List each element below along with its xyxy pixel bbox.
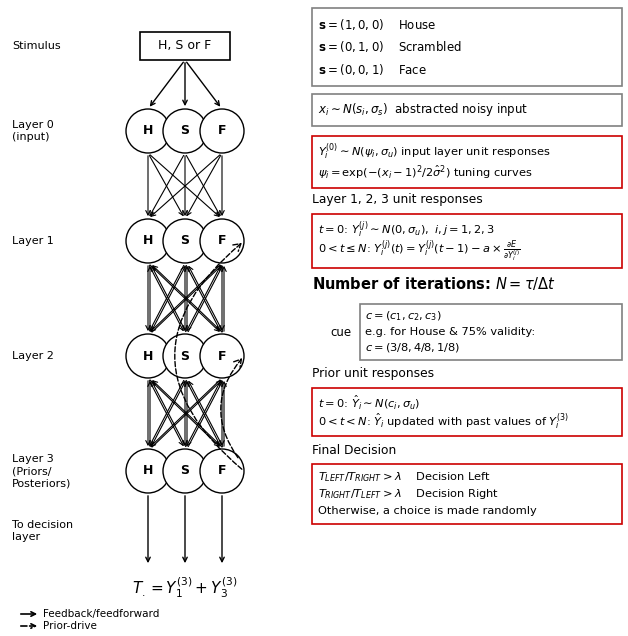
Text: $\mathbf{s} = (0,1,0)$    Scrambled: $\mathbf{s} = (0,1,0)$ Scrambled <box>318 39 462 55</box>
Text: Otherwise, a choice is made randomly: Otherwise, a choice is made randomly <box>318 506 537 516</box>
Text: $t=0$: $\hat{Y}_i \sim N(c_i, \sigma_u)$: $t=0$: $\hat{Y}_i \sim N(c_i, \sigma_u)$ <box>318 394 420 411</box>
FancyArrowPatch shape <box>175 244 242 469</box>
Bar <box>312 136 622 188</box>
Text: $0<t\leq N$: $Y_i^{(j)}(t) = Y_i^{(j)}(t-1) - a \times \frac{\partial E}{\partia: $0<t\leq N$: $Y_i^{(j)}(t) = Y_i^{(j)}(t… <box>318 239 521 265</box>
FancyArrowPatch shape <box>221 359 241 458</box>
Text: $\mathbf{s} = (0,0,1)$    Face: $\mathbf{s} = (0,0,1)$ Face <box>318 62 427 77</box>
Bar <box>312 94 622 126</box>
Text: $\psi_i = \exp(-(x_i - 1)^2/2\hat{\sigma}^2)$ tuning curves: $\psi_i = \exp(-(x_i - 1)^2/2\hat{\sigma… <box>318 163 533 181</box>
Text: cue: cue <box>330 326 351 338</box>
Circle shape <box>200 219 244 263</box>
Text: e.g. for House & 75% validity:: e.g. for House & 75% validity: <box>365 327 535 337</box>
Text: Stimulus: Stimulus <box>12 41 61 51</box>
Text: $x_i \sim N(s_i, \sigma_s)$  abstracted noisy input: $x_i \sim N(s_i, \sigma_s)$ abstracted n… <box>318 102 528 118</box>
Circle shape <box>200 334 244 378</box>
Text: Layer 0
(input): Layer 0 (input) <box>12 120 54 142</box>
Text: Final Decision: Final Decision <box>312 443 396 457</box>
Bar <box>312 8 622 86</box>
Circle shape <box>200 449 244 493</box>
Text: Layer 3
(Priors/
Posteriors): Layer 3 (Priors/ Posteriors) <box>12 453 72 488</box>
Text: F: F <box>218 464 226 478</box>
Circle shape <box>163 219 207 263</box>
Text: $\mathbf{s} = (1,0,0)$    House: $\mathbf{s} = (1,0,0)$ House <box>318 17 436 32</box>
Text: Prior unit responses: Prior unit responses <box>312 368 434 380</box>
Text: S: S <box>180 125 190 137</box>
Text: $T_{LEFT}/T_{RIGHT} > \lambda$    Decision Left: $T_{LEFT}/T_{RIGHT} > \lambda$ Decision … <box>318 471 491 484</box>
Bar <box>312 214 622 268</box>
Text: H, S or F: H, S or F <box>158 39 212 53</box>
Text: F: F <box>218 235 226 247</box>
Text: F: F <box>218 350 226 363</box>
Text: S: S <box>180 464 190 478</box>
Bar <box>360 304 622 360</box>
Text: $c = (3/8, 4/8, 1/8)$: $c = (3/8, 4/8, 1/8)$ <box>365 341 460 354</box>
Bar <box>312 388 622 436</box>
Text: Feedback/feedforward: Feedback/feedforward <box>43 609 160 619</box>
Text: Number of iterations: $N = \tau/\Delta t$: Number of iterations: $N = \tau/\Delta t… <box>312 275 556 293</box>
Text: S: S <box>180 350 190 363</box>
Text: Layer 1, 2, 3 unit responses: Layer 1, 2, 3 unit responses <box>312 193 483 207</box>
Text: S: S <box>180 235 190 247</box>
Bar <box>312 464 622 524</box>
Text: F: F <box>218 125 226 137</box>
Circle shape <box>126 449 170 493</box>
Text: Layer 2: Layer 2 <box>12 351 54 361</box>
Text: To decision
layer: To decision layer <box>12 520 73 543</box>
Text: H: H <box>143 350 153 363</box>
Circle shape <box>200 109 244 153</box>
Text: H: H <box>143 235 153 247</box>
Circle shape <box>126 219 170 263</box>
Text: Layer 1: Layer 1 <box>12 236 54 246</box>
Circle shape <box>126 109 170 153</box>
Bar <box>140 32 230 60</box>
Text: $T_. = Y_1^{(3)} + Y_3^{(3)}$: $T_. = Y_1^{(3)} + Y_3^{(3)}$ <box>133 576 238 600</box>
Circle shape <box>163 109 207 153</box>
Text: $0<t<N$: $\hat{Y}_i$ updated with past values of $Y_i^{(3)}$: $0<t<N$: $\hat{Y}_i$ updated with past v… <box>318 411 569 431</box>
Circle shape <box>163 334 207 378</box>
Text: H: H <box>143 464 153 478</box>
Text: Prior-drive: Prior-drive <box>43 621 97 631</box>
Circle shape <box>163 449 207 493</box>
Text: H: H <box>143 125 153 137</box>
Text: $t=0$: $Y_i^{(j)} \sim N(0, \sigma_u),\ i,j=1,2,3$: $t=0$: $Y_i^{(j)} \sim N(0, \sigma_u),\ … <box>318 219 495 240</box>
Text: $c = (c_1, c_2, c_3)$: $c = (c_1, c_2, c_3)$ <box>365 310 441 324</box>
Circle shape <box>126 334 170 378</box>
Text: $T_{RIGHT}/T_{LEFT} > \lambda$    Decision Right: $T_{RIGHT}/T_{LEFT} > \lambda$ Decision … <box>318 487 499 501</box>
Text: $Y_i^{(0)} \sim N(\psi_i, \sigma_u)$ input layer unit responses: $Y_i^{(0)} \sim N(\psi_i, \sigma_u)$ inp… <box>318 141 551 162</box>
